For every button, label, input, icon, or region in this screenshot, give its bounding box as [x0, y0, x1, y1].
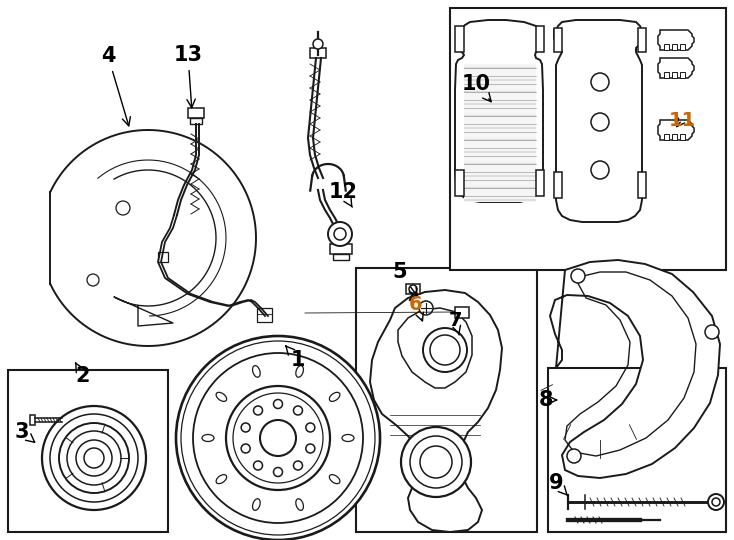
Circle shape — [401, 427, 471, 497]
Circle shape — [591, 161, 609, 179]
Polygon shape — [370, 290, 502, 532]
Bar — [356, 268, 537, 532]
Text: 9: 9 — [549, 473, 568, 496]
Circle shape — [42, 406, 146, 510]
Circle shape — [274, 400, 283, 408]
Text: 11: 11 — [669, 111, 696, 130]
Text: 5: 5 — [393, 262, 418, 296]
Polygon shape — [554, 20, 642, 222]
Polygon shape — [658, 120, 694, 140]
Circle shape — [294, 406, 302, 415]
Polygon shape — [333, 254, 349, 260]
Ellipse shape — [216, 393, 227, 401]
Circle shape — [59, 423, 129, 493]
Text: 3: 3 — [15, 422, 34, 442]
Circle shape — [253, 461, 263, 470]
Text: 1: 1 — [286, 346, 305, 370]
Circle shape — [571, 269, 585, 283]
Polygon shape — [664, 134, 669, 140]
Polygon shape — [406, 284, 420, 294]
Polygon shape — [398, 308, 472, 388]
Polygon shape — [330, 244, 352, 254]
Circle shape — [334, 228, 346, 240]
Ellipse shape — [296, 366, 303, 377]
Ellipse shape — [202, 435, 214, 442]
Polygon shape — [638, 28, 646, 52]
Polygon shape — [190, 118, 202, 124]
Circle shape — [409, 285, 417, 293]
Polygon shape — [188, 108, 204, 118]
Circle shape — [76, 440, 112, 476]
Ellipse shape — [342, 435, 354, 442]
Text: 8: 8 — [539, 390, 556, 410]
Text: 2: 2 — [76, 363, 90, 386]
Circle shape — [306, 444, 315, 453]
Polygon shape — [455, 307, 469, 318]
Bar — [548, 368, 726, 532]
Circle shape — [116, 201, 130, 215]
Polygon shape — [658, 30, 694, 50]
Ellipse shape — [330, 475, 340, 484]
Circle shape — [423, 328, 467, 372]
Ellipse shape — [252, 366, 260, 377]
Polygon shape — [30, 415, 35, 425]
Bar — [450, 8, 726, 270]
Polygon shape — [554, 172, 562, 198]
Ellipse shape — [296, 499, 303, 510]
Polygon shape — [158, 252, 168, 262]
Polygon shape — [310, 48, 326, 58]
Polygon shape — [536, 170, 544, 196]
Bar — [8, 370, 168, 532]
Circle shape — [591, 113, 609, 131]
Polygon shape — [536, 26, 544, 52]
Circle shape — [712, 498, 720, 506]
Circle shape — [708, 494, 724, 510]
Ellipse shape — [252, 499, 260, 510]
Polygon shape — [680, 72, 685, 78]
Circle shape — [84, 448, 104, 468]
Polygon shape — [455, 26, 464, 52]
Polygon shape — [550, 260, 720, 478]
Circle shape — [260, 420, 296, 456]
Circle shape — [87, 274, 99, 286]
Polygon shape — [455, 170, 464, 196]
Circle shape — [591, 73, 609, 91]
Polygon shape — [680, 134, 685, 140]
Polygon shape — [680, 44, 685, 50]
Circle shape — [294, 461, 302, 470]
Text: 12: 12 — [329, 182, 357, 207]
Text: 13: 13 — [173, 45, 203, 107]
Circle shape — [241, 444, 250, 453]
Circle shape — [226, 386, 330, 490]
Ellipse shape — [330, 393, 340, 401]
Text: 7: 7 — [448, 310, 462, 335]
Polygon shape — [672, 72, 677, 78]
Polygon shape — [658, 58, 694, 78]
Circle shape — [419, 301, 433, 315]
Circle shape — [253, 406, 263, 415]
Text: 6: 6 — [409, 294, 424, 321]
Circle shape — [420, 446, 452, 478]
Polygon shape — [664, 72, 669, 78]
Polygon shape — [455, 20, 543, 202]
Text: 4: 4 — [101, 46, 131, 126]
Polygon shape — [257, 308, 272, 322]
Ellipse shape — [216, 475, 227, 484]
Circle shape — [193, 353, 363, 523]
Polygon shape — [638, 172, 646, 198]
Circle shape — [306, 423, 315, 432]
Polygon shape — [672, 44, 677, 50]
Circle shape — [176, 336, 380, 540]
Circle shape — [705, 325, 719, 339]
Circle shape — [241, 423, 250, 432]
Polygon shape — [672, 134, 677, 140]
Circle shape — [567, 449, 581, 463]
Polygon shape — [464, 64, 536, 202]
Circle shape — [313, 39, 323, 49]
Text: 10: 10 — [462, 74, 491, 102]
Polygon shape — [664, 44, 669, 50]
Circle shape — [274, 468, 283, 476]
Polygon shape — [554, 28, 562, 52]
Circle shape — [328, 222, 352, 246]
